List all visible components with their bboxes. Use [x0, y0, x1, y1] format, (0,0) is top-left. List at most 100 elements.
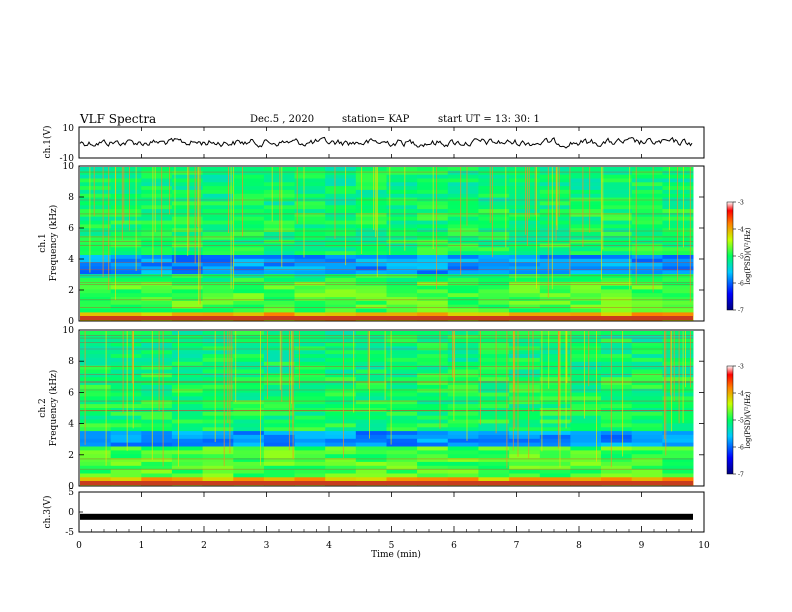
spectrogram-cell — [539, 220, 571, 225]
spectrogram-cell — [539, 235, 571, 241]
time-tick-label: 2 — [201, 541, 207, 551]
spectrogram-cell — [110, 216, 142, 221]
spectrogram-cell — [355, 477, 387, 482]
spectrogram-cell — [417, 354, 449, 359]
spectrogram-cell — [294, 308, 326, 313]
spectrogram-cell — [539, 434, 571, 440]
spectrogram-cell — [110, 300, 142, 306]
spectrogram-cell — [171, 297, 203, 302]
spectrogram-cell — [662, 438, 694, 444]
spectrogram-cell — [263, 388, 295, 394]
spectrogram-cell — [294, 473, 326, 478]
spectrogram-cell — [325, 427, 357, 432]
spectrogram-cell — [478, 189, 510, 195]
spectrogram-cell — [601, 232, 633, 237]
spectrogram-cell — [478, 338, 510, 343]
spectrogram-cell — [80, 373, 112, 378]
spectrogram-cell — [294, 247, 326, 252]
spectrogram-cell — [294, 334, 326, 340]
spectrogram-cell — [233, 361, 265, 367]
spectrogram-cell — [539, 415, 571, 420]
spectrogram-cell — [325, 304, 357, 309]
spectrogram-cell — [509, 450, 541, 455]
spectrogram-cell — [141, 442, 173, 447]
spectrogram-cell — [417, 209, 449, 214]
spectrogram-cell — [447, 442, 479, 447]
spectrogram-cell — [294, 338, 326, 343]
spectrogram-cell — [202, 469, 234, 474]
station-label: station= KAP — [342, 114, 410, 125]
spectrogram-cell — [539, 216, 571, 221]
spectrogram-cell — [233, 331, 265, 336]
spectrogram-cell — [386, 285, 418, 290]
spectrogram-cell — [601, 209, 633, 214]
spectrogram-cell — [171, 473, 203, 478]
spectrogram-cell — [509, 258, 541, 264]
spectrogram-cell — [110, 346, 142, 351]
spectrogram-cell — [509, 442, 541, 447]
spectrogram-cell — [294, 266, 326, 271]
spectrogram-cell — [202, 189, 234, 195]
spectrogram-cell — [202, 262, 234, 267]
spectrogram-cell — [202, 251, 234, 256]
spectrogram-cell — [631, 381, 663, 386]
spectrogram-cell — [263, 312, 295, 317]
spectrogram-cell — [539, 170, 571, 176]
spectrogram-cell — [233, 450, 265, 455]
spectrogram-cell — [294, 189, 326, 195]
spectrogram-cell — [662, 373, 694, 378]
spectrogram-cell — [631, 431, 663, 436]
spectrogram-cell — [80, 384, 112, 390]
spectrogram-cell — [263, 289, 295, 294]
spectrogram-cell — [80, 255, 112, 260]
spectrogram-cell — [233, 334, 265, 340]
spectrogram-cell — [662, 404, 694, 409]
spectrogram-cell — [447, 469, 479, 474]
spectrogram-cell — [447, 220, 479, 225]
spectrogram-cell — [509, 293, 541, 298]
spectrogram-cell — [294, 293, 326, 298]
spectrogram-cell — [355, 377, 387, 382]
spectrogram-cell — [478, 350, 510, 355]
spectrogram-cell — [171, 308, 203, 313]
spectrogram-cell — [601, 450, 633, 455]
spectrogram-cell — [110, 396, 142, 401]
spectrogram-cell — [447, 419, 479, 424]
spectrogram-cell — [570, 431, 602, 436]
spectrogram-cell — [509, 415, 541, 420]
spectrogram-cell — [478, 331, 510, 336]
spectrogram-cell — [539, 300, 571, 306]
spectrogram-cell — [233, 338, 265, 343]
spectrogram-cell — [141, 461, 173, 467]
spectrogram-cell — [171, 442, 203, 447]
spectrogram-cell — [601, 281, 633, 287]
spectrogram-cell — [570, 469, 602, 474]
spectrogram-cell — [263, 304, 295, 309]
spectrogram-cell — [325, 338, 357, 343]
spectrogram-cell — [509, 300, 541, 306]
spectrogram-cell — [171, 396, 203, 401]
spectrogram-cell — [325, 434, 357, 440]
spectrogram-cell — [294, 400, 326, 405]
spectrogram-cell — [539, 293, 571, 298]
spectrogram-cell — [80, 167, 112, 172]
spectrogram-cell — [202, 361, 234, 367]
spectrogram-cell — [202, 388, 234, 394]
spectrogram-cell — [141, 285, 173, 290]
spectrogram-cell — [509, 438, 541, 444]
spectrogram-cell — [631, 182, 663, 187]
spectrogram-cell — [631, 308, 663, 313]
spectrogram-cell — [141, 346, 173, 351]
spectrogram-cell — [294, 454, 326, 459]
spectrogram-cell — [233, 300, 265, 306]
spectrogram-cell — [233, 469, 265, 474]
spectrogram-cell — [478, 442, 510, 447]
spectrogram-cell — [631, 469, 663, 474]
ch2-spectrogram-image — [80, 331, 694, 486]
spectrogram-cell — [80, 465, 112, 471]
spectrogram-cell — [417, 285, 449, 290]
ch1-spectrogram-channel-label: ch.1 — [38, 233, 48, 252]
spectrogram-cell — [233, 350, 265, 355]
spectrogram-cell — [80, 209, 112, 214]
spectrogram-cell — [202, 167, 234, 172]
